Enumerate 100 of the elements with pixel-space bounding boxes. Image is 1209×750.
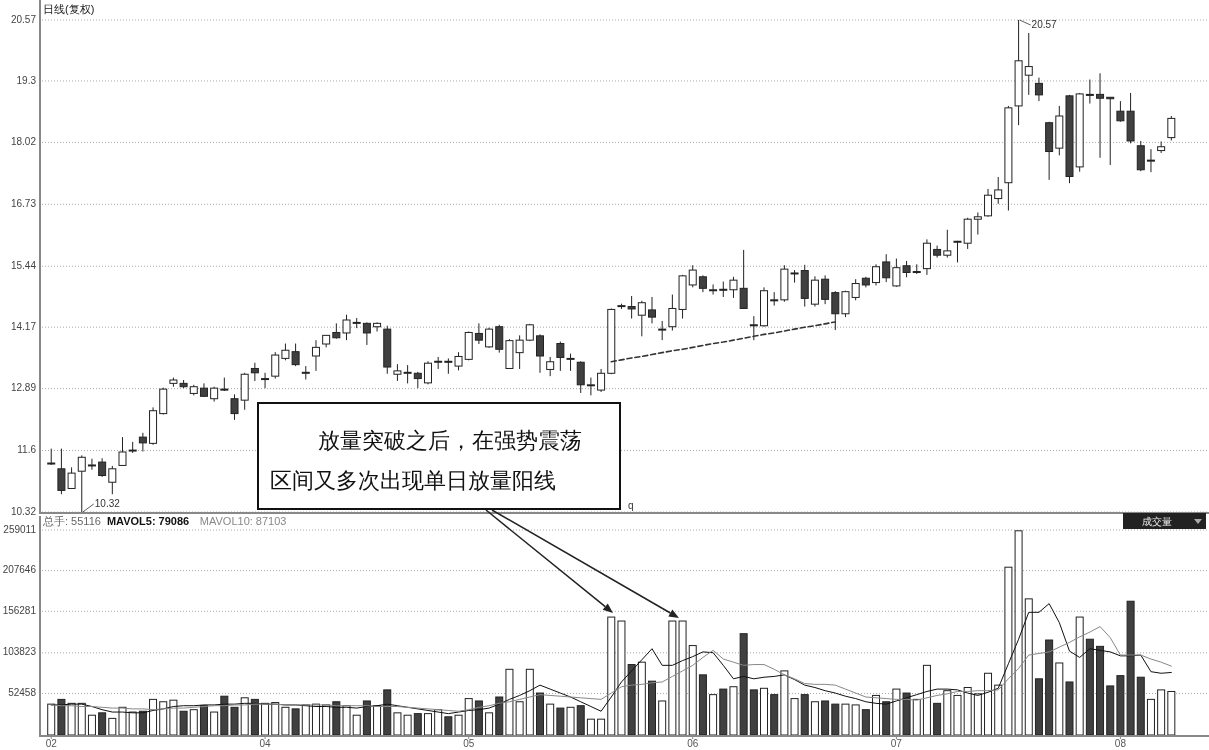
- bar: [535, 692, 544, 736]
- bar: [311, 703, 320, 736]
- y-tick-label: 15.44: [10, 259, 37, 271]
- bar: [698, 674, 707, 736]
- candlestick: [138, 432, 147, 453]
- candlestick: [882, 253, 891, 283]
- bar: [301, 704, 310, 736]
- annotation: 20.57: [1031, 19, 1058, 30]
- candlestick: [872, 263, 881, 286]
- candlestick: [342, 314, 351, 341]
- x-tick-label: 02: [45, 738, 58, 749]
- candlestick: [810, 275, 819, 308]
- y-tick-label: 18.02: [10, 136, 37, 148]
- bar: [423, 713, 432, 736]
- bar: [1045, 639, 1054, 736]
- bar: [973, 693, 982, 736]
- bar: [47, 703, 56, 736]
- candlestick: [108, 465, 117, 495]
- bar: [444, 716, 453, 736]
- candlestick: [984, 188, 993, 218]
- bar: [831, 703, 840, 736]
- x-tick-label: 07: [890, 738, 903, 749]
- candlestick: [77, 454, 86, 513]
- bar: [1157, 689, 1166, 736]
- bar: [576, 705, 585, 736]
- bar: [841, 703, 850, 736]
- x-tick-label: 05: [463, 738, 475, 749]
- candlestick: [301, 365, 310, 381]
- bar: [810, 701, 819, 736]
- bar: [882, 701, 891, 736]
- line-series: [610, 321, 837, 363]
- bar: [861, 709, 870, 736]
- bar: [322, 704, 331, 736]
- candlestick: [444, 357, 453, 375]
- bar: [709, 694, 718, 736]
- candlestick: [973, 211, 982, 236]
- bar: [1136, 676, 1145, 736]
- line-series: [50, 626, 1172, 712]
- bar: [261, 702, 270, 736]
- y-tick-label: 52458: [8, 687, 37, 699]
- bar: [138, 710, 147, 736]
- candlestick: [831, 290, 840, 331]
- bar: [159, 701, 168, 736]
- candlestick: [1085, 79, 1094, 105]
- bar: [607, 616, 616, 736]
- candlestick: [1167, 115, 1176, 141]
- x-tick-label: 04: [259, 738, 272, 749]
- bar: [922, 664, 931, 736]
- candlestick: [576, 360, 585, 394]
- y-tick-label: 19.3: [16, 74, 37, 86]
- candlestick: [841, 290, 850, 318]
- bar: [434, 709, 443, 736]
- annotation: 放量突破之后，在强势震荡区间又多次出现单日放量阳线: [270, 428, 582, 493]
- bar: [454, 714, 463, 736]
- bar: [637, 661, 646, 736]
- bar: [220, 695, 229, 736]
- candlestick: [495, 324, 504, 354]
- bar: [128, 711, 137, 736]
- candlestick: [994, 176, 1003, 205]
- bar: [1034, 678, 1043, 736]
- candlestick: [87, 458, 96, 471]
- candlestick: [1034, 77, 1043, 102]
- y-tick-label: 20.57: [10, 13, 37, 25]
- bar: [770, 694, 779, 736]
- candlestick: [311, 339, 320, 372]
- candlestick: [963, 217, 972, 250]
- candlestick: [770, 291, 779, 307]
- bar: [933, 702, 942, 736]
- bar: [719, 688, 728, 736]
- bar: [373, 705, 382, 736]
- bar: [1167, 690, 1176, 736]
- text: MAVOL5: 79086: [106, 515, 190, 527]
- candlestick: [637, 300, 646, 337]
- bar: [953, 694, 962, 736]
- bar: [87, 714, 96, 736]
- candlestick: [821, 274, 830, 305]
- chart-title: 日线(复权): [43, 3, 95, 15]
- candlestick: [271, 351, 280, 380]
- bar: [688, 645, 697, 736]
- bar: [872, 694, 881, 736]
- y-tick-label: 103823: [2, 646, 37, 658]
- candlestick: [261, 372, 270, 389]
- bar: [485, 712, 494, 736]
- bar: [149, 698, 158, 736]
- bar: [271, 702, 280, 736]
- bar: [210, 711, 219, 736]
- bar: [342, 705, 351, 736]
- bar: [800, 694, 809, 736]
- y-tick-label: 12.89: [10, 382, 37, 394]
- candlestick: [597, 368, 606, 393]
- candlestick: [362, 321, 371, 346]
- x-tick-label: 06: [687, 738, 699, 749]
- bar: [648, 680, 656, 736]
- bar: [98, 712, 107, 736]
- candlestick: [586, 377, 595, 396]
- bar: [1075, 616, 1084, 736]
- bar: [943, 690, 952, 736]
- bar: [525, 668, 534, 736]
- bar: [851, 704, 860, 736]
- bar: [189, 709, 198, 736]
